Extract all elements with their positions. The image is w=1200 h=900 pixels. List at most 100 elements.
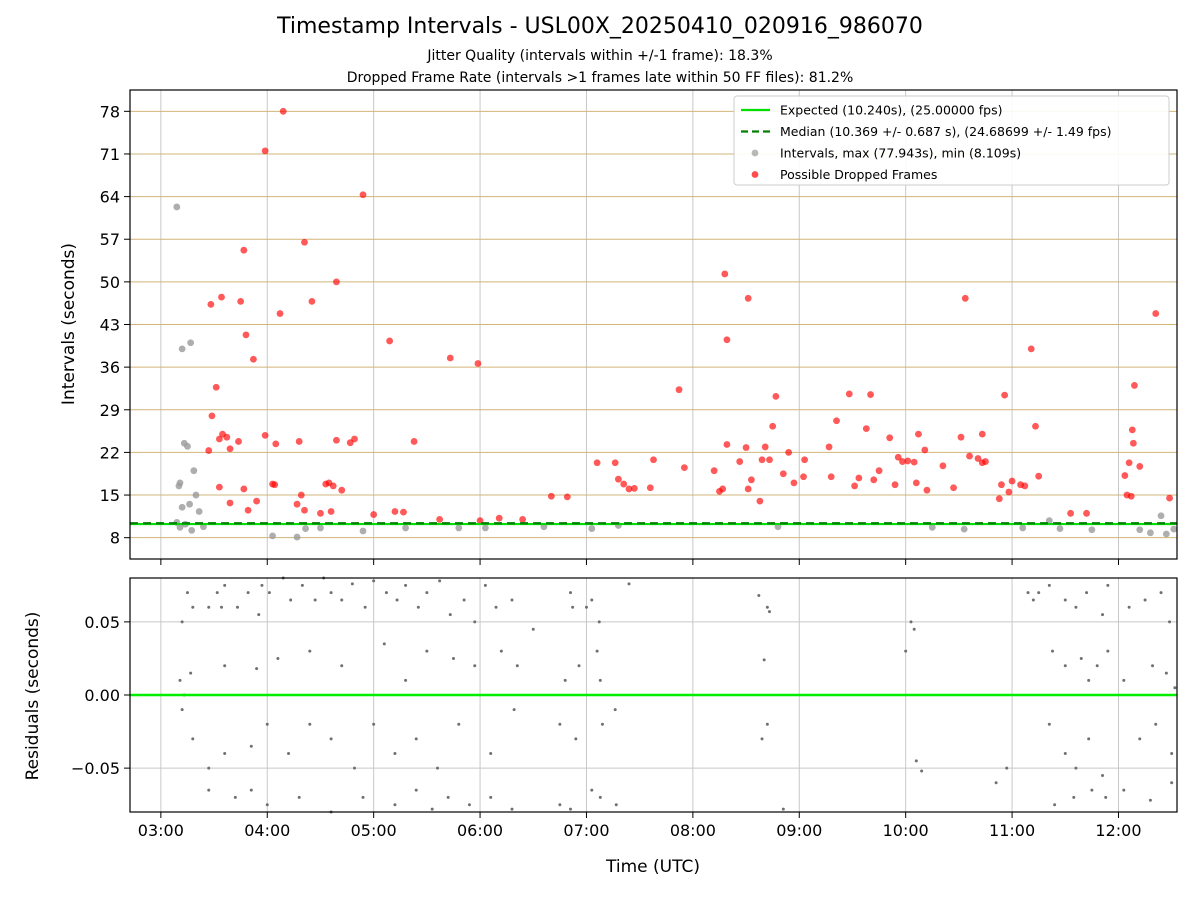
residual-point	[340, 664, 344, 668]
interval-point	[1056, 525, 1064, 532]
dropped-frame-point	[218, 293, 225, 301]
residual-point	[265, 803, 269, 807]
residual-point	[1047, 722, 1051, 726]
residual-point	[457, 722, 461, 726]
residual-point	[180, 620, 184, 624]
dropped-frame-point	[237, 297, 245, 305]
residual-point	[510, 807, 514, 811]
residual-point	[350, 582, 354, 586]
dropped-frame-point	[921, 446, 929, 454]
bottom-data-marks	[130, 576, 1177, 814]
dropped-frame-point	[719, 485, 727, 493]
residual-point	[1090, 788, 1094, 792]
x-tick-label: 11:00	[989, 821, 1035, 840]
residual-point	[1151, 664, 1155, 668]
top-y-tick-label: 57	[100, 230, 120, 249]
top-y-tick-label: 64	[100, 188, 120, 207]
residual-point	[329, 591, 333, 595]
residual-point	[340, 598, 344, 602]
residual-point	[300, 583, 304, 587]
residual-point	[1087, 678, 1091, 682]
residual-point	[1087, 737, 1091, 741]
residual-point	[1031, 598, 1035, 602]
residual-point	[207, 788, 211, 792]
dropped-frame-point	[1136, 463, 1144, 470]
dropped-frame-point	[226, 499, 234, 507]
interval-point	[175, 482, 183, 490]
dropped-frame-point	[625, 485, 633, 493]
x-axis-label: Time (UTC)	[605, 857, 700, 877]
residual-point	[1104, 795, 1108, 799]
chart-title: Timestamp Intervals - USL00X_20250410_02…	[277, 14, 923, 39]
dropped-frame-point	[276, 310, 284, 317]
dropped-frame-point	[650, 456, 657, 464]
dropped-frame-point	[1035, 472, 1043, 480]
dropped-frame-point	[317, 509, 324, 517]
dropped-frame-point	[261, 431, 269, 439]
interval-point	[176, 523, 184, 531]
dropped-frame-point	[1131, 382, 1138, 389]
dropped-frame-point	[855, 474, 863, 482]
legend-label: Median (10.369 +/- 0.687 s), (24.68699 +…	[780, 124, 1111, 139]
interval-point	[588, 525, 596, 532]
dropped-frame-point	[978, 430, 986, 438]
dropped-frame-point	[923, 486, 931, 494]
x-tick-label: 10:00	[883, 821, 929, 840]
dropped-frame-point	[1125, 459, 1133, 467]
residual-point	[1106, 583, 1110, 587]
residual-point	[363, 605, 367, 609]
residual-point	[289, 598, 293, 602]
dropped-frame-point	[226, 445, 234, 453]
dropped-frame-point	[400, 508, 407, 516]
residual-point	[395, 598, 399, 602]
residual-point	[1143, 598, 1147, 602]
interval-point	[1019, 524, 1027, 532]
residual-point	[249, 744, 253, 748]
dropped-frame-point	[322, 480, 330, 488]
residual-point	[414, 788, 418, 792]
residual-point	[531, 627, 535, 631]
residual-point	[220, 605, 224, 609]
interval-point	[190, 467, 198, 475]
residual-point	[467, 803, 471, 807]
residual-point	[297, 795, 301, 799]
residual-point	[920, 769, 924, 773]
dropped-frame-point	[207, 301, 215, 308]
x-tick-label: 05:00	[351, 821, 397, 840]
dropped-frame-point	[212, 383, 220, 391]
dropped-frame-point	[386, 337, 394, 345]
dropped-frame-point	[1128, 426, 1136, 434]
dropped-frame-point	[1008, 477, 1016, 485]
legend-swatch-dot	[751, 149, 759, 157]
dropped-frame-point	[800, 473, 807, 481]
dropped-frame-point	[279, 107, 287, 115]
dropped-frame-point	[939, 462, 947, 470]
residual-point	[308, 649, 312, 653]
residual-point	[361, 795, 365, 799]
dropped-frame-point	[208, 412, 216, 420]
residual-point	[1005, 766, 1009, 770]
dropped-frame-point	[910, 458, 918, 466]
residual-point	[912, 627, 916, 631]
legend-swatch-dot	[751, 171, 759, 178]
residual-point	[494, 605, 498, 609]
residual-point	[904, 649, 908, 653]
dropped-frame-point	[721, 270, 729, 278]
residual-point	[1127, 605, 1131, 609]
residual-point	[313, 598, 317, 602]
residual-point	[595, 649, 599, 653]
dropped-frame-point	[333, 436, 340, 444]
dropped-frame-point	[904, 457, 912, 465]
residual-point	[762, 658, 766, 662]
residual-point	[404, 678, 408, 682]
residual-point	[757, 594, 761, 598]
residual-point	[590, 598, 594, 602]
dropped-frame-point	[966, 452, 973, 460]
dropped-frame-point	[223, 433, 231, 441]
x-tick-label: 06:00	[457, 821, 503, 840]
dropped-frame-point	[912, 479, 920, 487]
residual-point	[257, 613, 261, 617]
dropped-frame-point	[630, 484, 638, 492]
residual-point	[255, 667, 259, 671]
residual-point	[223, 752, 227, 755]
